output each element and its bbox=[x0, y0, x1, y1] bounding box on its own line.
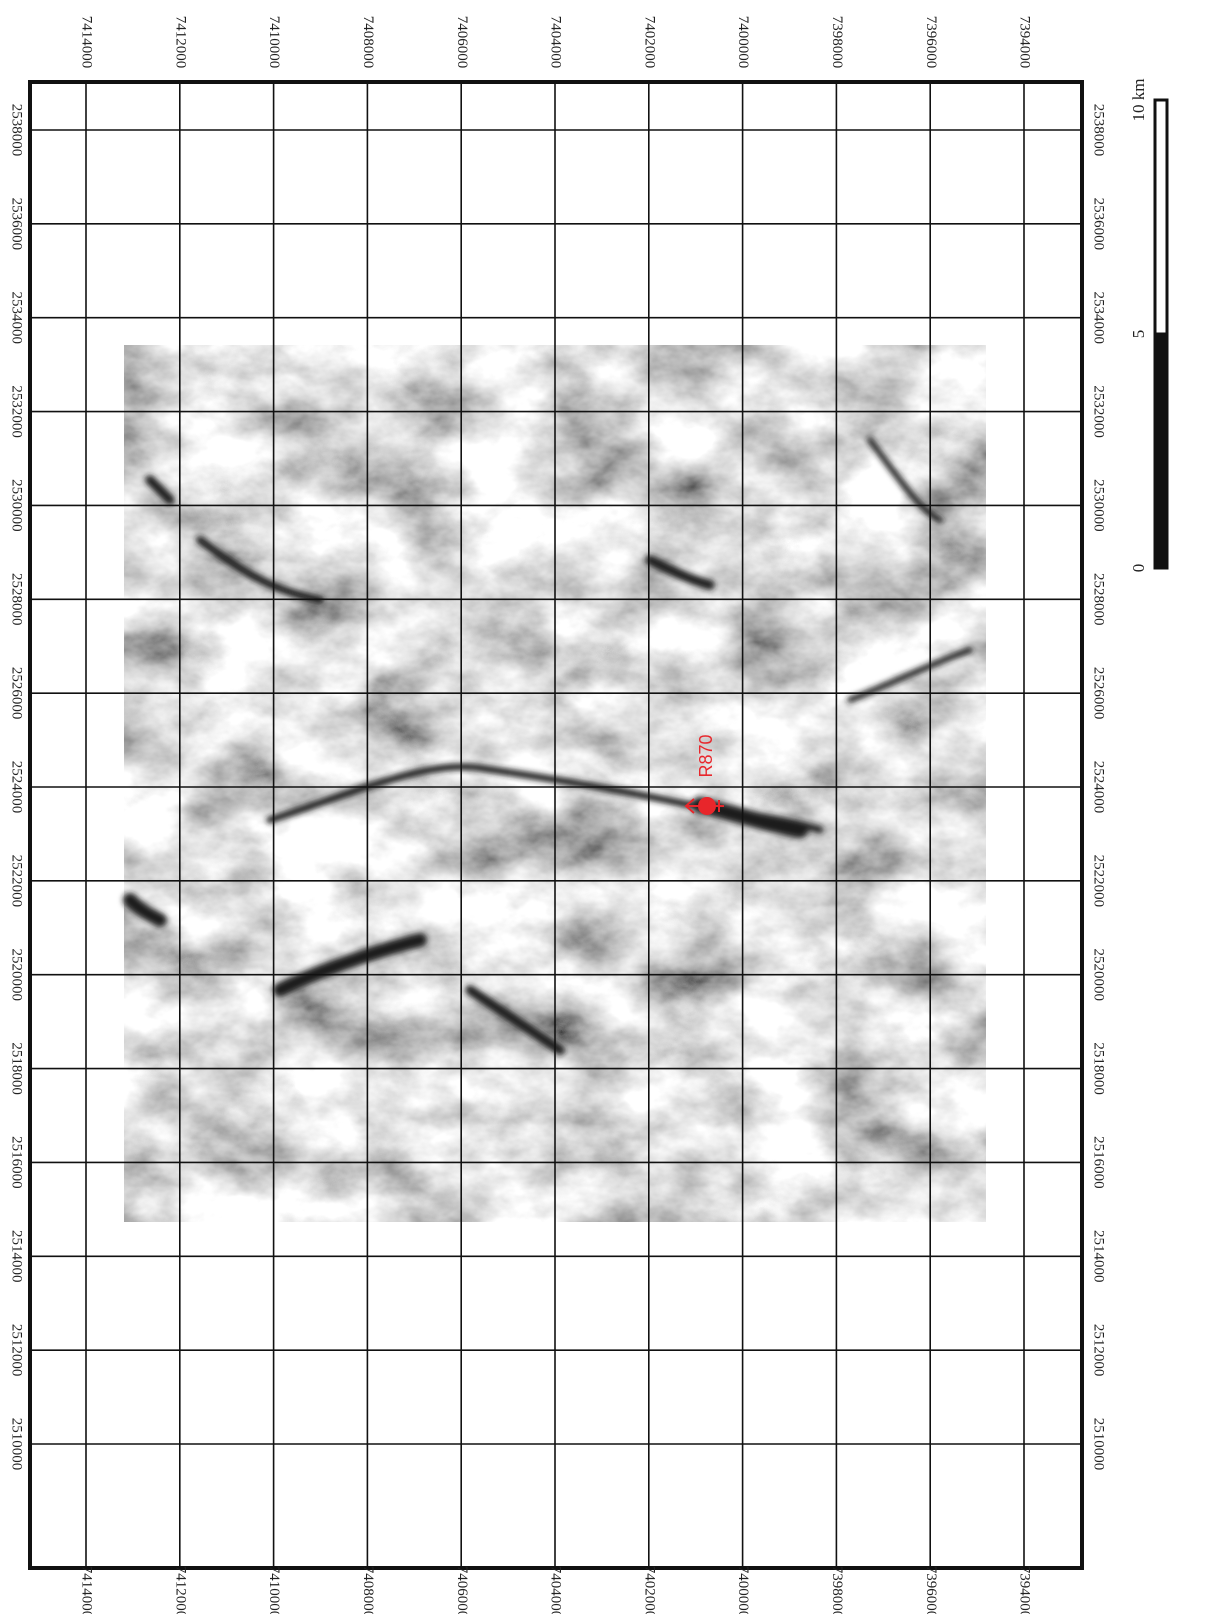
grid-label-bottom: 7398000 bbox=[829, 1566, 845, 1614]
scale-bar: 0 5 10 km bbox=[1129, 79, 1167, 573]
grid-label-top: 7402000 bbox=[641, 16, 657, 69]
grid-label-left: 2512000 bbox=[9, 1324, 25, 1377]
grid-label-left: 2520000 bbox=[9, 948, 25, 1001]
grid-label-left: 2538000 bbox=[9, 104, 25, 157]
grid-label-right: 2526000 bbox=[1091, 667, 1107, 720]
map: 7414000 7414000 7412000 7412000 7410000 74100… bbox=[0, 0, 1213, 1614]
grid-label-right: 2514000 bbox=[1091, 1230, 1107, 1283]
grid-label-right: 2510000 bbox=[1091, 1418, 1107, 1471]
grid-label-bottom: 7396000 bbox=[923, 1566, 939, 1614]
scale-label: 0 bbox=[1129, 564, 1148, 573]
grid-label-bottom: 7400000 bbox=[735, 1566, 751, 1614]
grid-label-left: 2530000 bbox=[9, 479, 25, 532]
grid-label-top: 7406000 bbox=[454, 16, 470, 69]
grid-label-bottom: 7402000 bbox=[641, 1566, 657, 1614]
grid-label-left: 2534000 bbox=[9, 291, 25, 344]
grid-label-left: 2518000 bbox=[9, 1042, 25, 1095]
grid-label-right: 2530000 bbox=[1091, 479, 1107, 532]
grid-label-bottom: 7394000 bbox=[1017, 1566, 1033, 1614]
grid-label-left: 2516000 bbox=[9, 1136, 25, 1189]
grid-label-top: 7414000 bbox=[79, 16, 95, 69]
grid-label-top: 7400000 bbox=[735, 16, 751, 69]
grid-label-bottom: 7404000 bbox=[548, 1566, 564, 1614]
grid-label-top: 7398000 bbox=[829, 16, 845, 69]
grid-label-right: 2528000 bbox=[1091, 573, 1107, 626]
marker-label: R870 bbox=[696, 734, 716, 777]
grid-label-top: 7394000 bbox=[1017, 16, 1033, 69]
grid-label-bottom: 7408000 bbox=[360, 1566, 376, 1614]
grid-label-right: 2538000 bbox=[1091, 104, 1107, 157]
scale-segment bbox=[1155, 334, 1167, 568]
grid-label-left: 2526000 bbox=[9, 667, 25, 720]
grid-label-bottom: 7406000 bbox=[454, 1566, 470, 1614]
scale-segment bbox=[1155, 100, 1167, 334]
sample-marker bbox=[686, 798, 724, 814]
grid-label-right: 2536000 bbox=[1091, 198, 1107, 251]
grid-label-bottom: 7412000 bbox=[172, 1566, 188, 1614]
grid-label-right: 2524000 bbox=[1091, 761, 1107, 814]
grid-label-top: 7410000 bbox=[266, 16, 282, 69]
grid-label-right: 2512000 bbox=[1091, 1324, 1107, 1377]
grid-label-top: 7404000 bbox=[548, 16, 564, 69]
grid-label-right: 2534000 bbox=[1091, 291, 1107, 344]
grid-label-top: 7408000 bbox=[360, 16, 376, 69]
grid-label-left: 2510000 bbox=[9, 1418, 25, 1471]
grid-label-right: 2516000 bbox=[1091, 1136, 1107, 1189]
grid-label-left: 2532000 bbox=[9, 385, 25, 438]
scale-label: 10 km bbox=[1129, 79, 1148, 122]
grid-label-right: 2522000 bbox=[1091, 855, 1107, 908]
grid-label-top: 7396000 bbox=[923, 16, 939, 69]
grid-label-right: 2532000 bbox=[1091, 385, 1107, 438]
grid-label-bottom: 7410000 bbox=[266, 1566, 282, 1614]
grid-label-right: 2520000 bbox=[1091, 948, 1107, 1001]
grid-label-left: 2528000 bbox=[9, 573, 25, 626]
grid-label-bottom: 7414000 bbox=[79, 1566, 95, 1614]
grid-label-top: 7412000 bbox=[172, 16, 188, 69]
scale-label: 5 bbox=[1129, 330, 1148, 339]
grid-label-left: 2522000 bbox=[9, 855, 25, 908]
grid-label-right: 2518000 bbox=[1091, 1042, 1107, 1095]
grid-label-left: 2536000 bbox=[9, 198, 25, 251]
grid-label-left: 2514000 bbox=[9, 1230, 25, 1283]
page: {"map": { "grid_x": [7414000, 7412000, 7… bbox=[0, 0, 1213, 1614]
grid-label-left: 2524000 bbox=[9, 761, 25, 814]
